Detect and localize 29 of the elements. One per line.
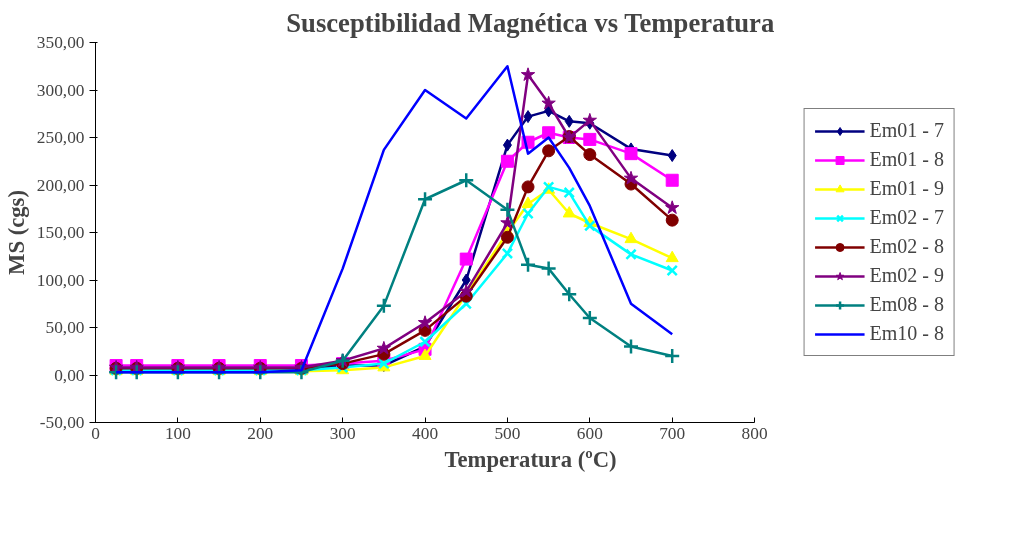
y-tick-label: 50,00: [45, 318, 85, 337]
y-tick-label: 100,00: [36, 270, 85, 290]
legend-label: Em02 - 7: [869, 206, 944, 229]
x-tick-label: 200: [247, 423, 274, 443]
legend-label: Em01 - 7: [869, 119, 944, 142]
x-tick-label: 300: [329, 423, 356, 443]
legend-label: Em02 - 9: [869, 264, 944, 287]
x-tick-label: 600: [576, 423, 603, 443]
legend-label: Em01 - 8: [869, 148, 944, 171]
y-tick-label: 350,00: [36, 33, 85, 52]
x-tick-label: 100: [164, 423, 191, 443]
y-tick-label: 150,00: [36, 223, 85, 242]
x-tick-label: 500: [494, 423, 521, 443]
chart-title: Susceptibilidad Magnética vs Temperatura: [286, 7, 775, 38]
y-tick-label: 0,00: [54, 365, 85, 385]
legend-label: Em08 - 8: [869, 293, 944, 316]
x-tick-label: 0: [91, 423, 100, 443]
x-tick-label: 800: [741, 423, 768, 443]
legend-label: Em01 - 9: [869, 177, 944, 200]
y-tick-label: 250,00: [36, 128, 85, 147]
y-tick-label: -50,00: [39, 413, 85, 432]
y-tick-label: 200,00: [36, 175, 85, 195]
legend-label: Em02 - 8: [869, 235, 944, 258]
legend-label: Em10 - 8: [869, 322, 944, 345]
x-tick-label: 700: [659, 423, 686, 443]
x-tick-label: 400: [412, 423, 439, 443]
x-axis-title: Temperatura (ºC): [444, 446, 617, 472]
y-tick-label: 300,00: [36, 80, 85, 100]
y-axis-title: MS (cgs): [3, 190, 29, 275]
